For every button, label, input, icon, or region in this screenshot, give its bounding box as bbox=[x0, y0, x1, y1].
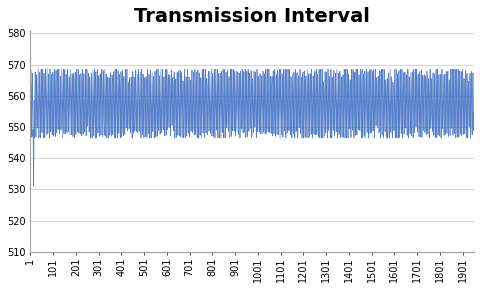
Title: Transmission Interval: Transmission Interval bbox=[134, 7, 370, 26]
